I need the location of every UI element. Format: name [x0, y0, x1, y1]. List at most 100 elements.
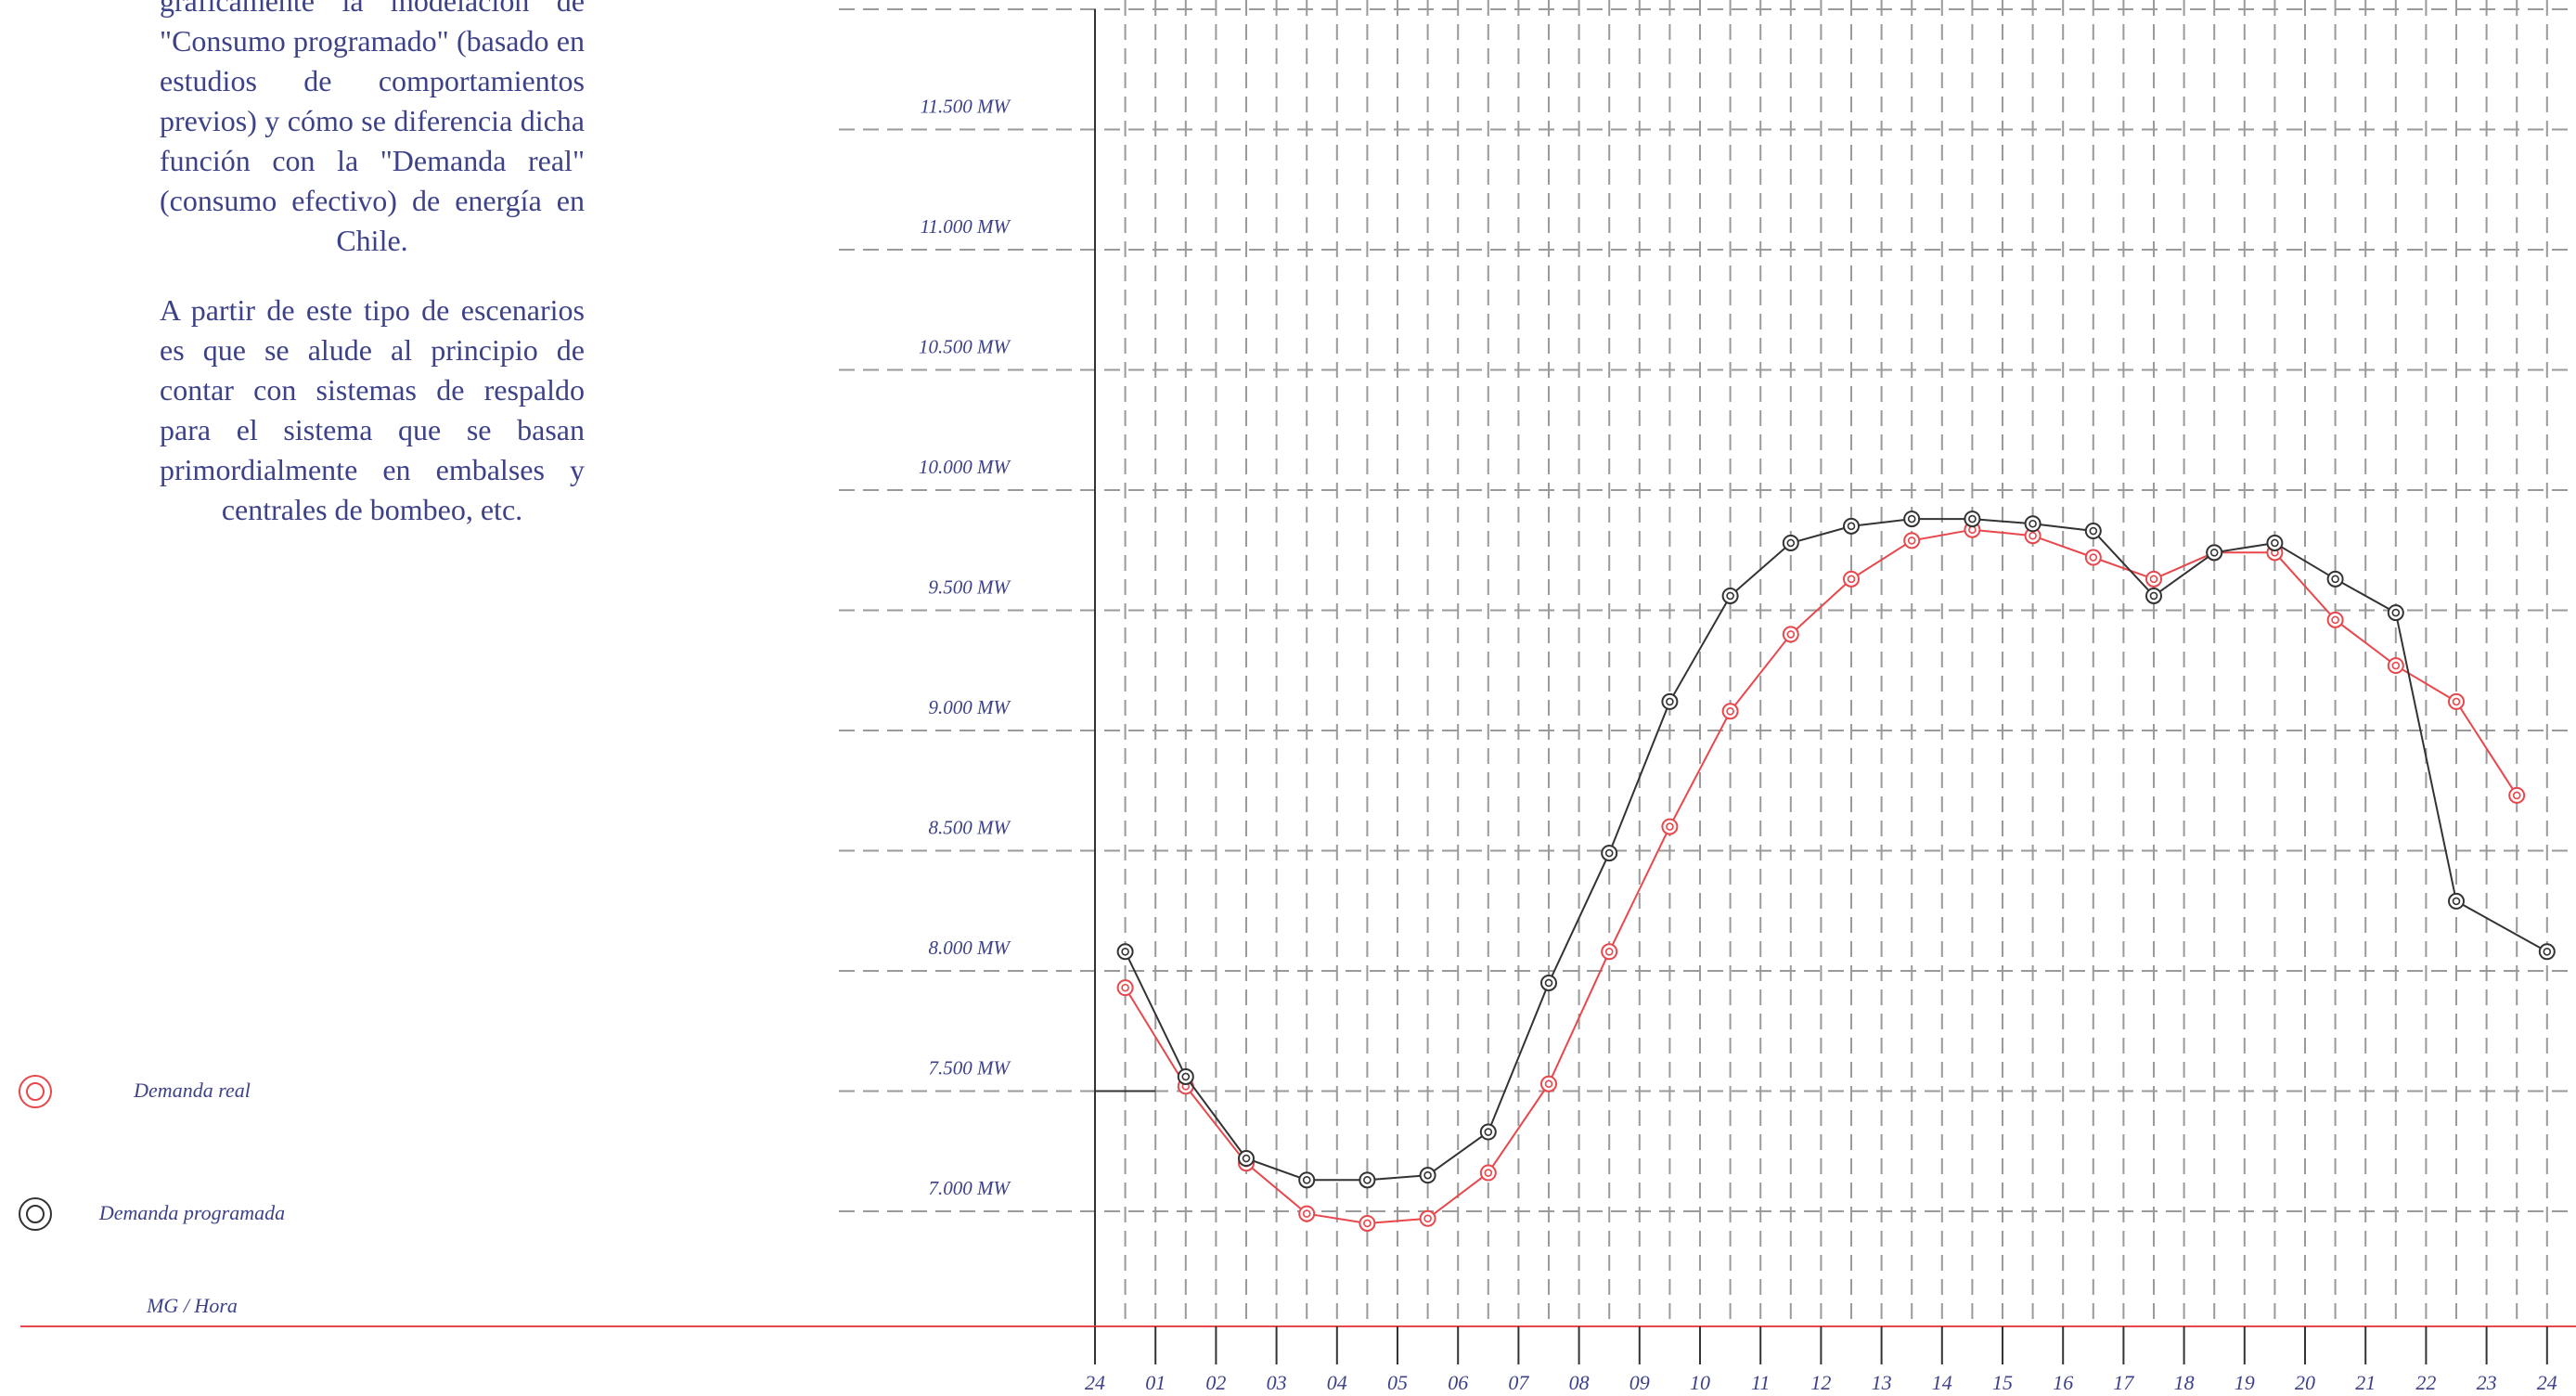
chart-grid [839, 0, 2576, 1326]
data-point-inner-demanda-real [1484, 1169, 1493, 1177]
data-point-demanda-real [2387, 657, 2404, 675]
data-point-inner-demanda-programada [1726, 591, 1734, 601]
data-point-demanda-programada [1601, 845, 1618, 862]
x-tick-label: 19 [2235, 1371, 2255, 1394]
intro-text: gráficamente la modelación de "Consumo p… [160, 0, 585, 560]
x-tick-label: 24 [1085, 1371, 1105, 1394]
legend-real-marker [19, 1075, 52, 1108]
y-tick-label: 11.500 MW [921, 96, 1012, 118]
data-point-demanda-real [2084, 549, 2102, 566]
x-tick-labels: 24 01 02 03 04 05 06 07 08 09 10 11 12 13 14 15 16 17 18 19… [1085, 1371, 2557, 1394]
data-point-inner-demanda-real [1121, 983, 1129, 992]
data-point-demanda-real [2145, 570, 2162, 588]
data-point-inner-demanda-real [2391, 661, 2401, 670]
x-tick-label: 08 [1569, 1371, 1590, 1394]
data-point-inner-demanda-programada [1302, 1176, 1311, 1184]
x-tick-label: 20 [2295, 1371, 2315, 1394]
data-point-demanda-programada [2084, 523, 2102, 540]
data-point-inner-demanda-real [1604, 947, 1614, 956]
data-point-inner-demanda-programada [1907, 514, 1916, 524]
data-point-inner-demanda-programada [2271, 538, 2279, 548]
x-tick-label: 01 [1145, 1371, 1166, 1394]
data-point-demanda-programada [2024, 515, 2041, 533]
x-axis-units-label: MG / Hora [146, 1294, 238, 1317]
x-tick-label: 07 [1508, 1371, 1529, 1394]
x-tick-label: 09 [1629, 1371, 1650, 1394]
x-tick-label: 02 [1205, 1371, 1226, 1394]
y-tick-label: 11.000 MW [921, 215, 1012, 238]
chart-legend: Demanda real Demanda programada MG / Hor… [19, 1075, 285, 1317]
data-point-inner-demanda-real [1907, 536, 1916, 545]
y-tick-label: 10.000 MW [919, 456, 1011, 478]
data-point-inner-demanda-programada [1363, 1176, 1372, 1184]
data-point-inner-demanda-programada [1604, 848, 1614, 858]
legend-real-marker-inner [26, 1082, 45, 1101]
data-point-demanda-programada [1177, 1067, 1194, 1085]
data-point-demanda-real [1298, 1205, 1316, 1222]
x-tick-label: 23 [2477, 1371, 2497, 1394]
data-point-inner-demanda-programada [1121, 947, 1129, 956]
data-point-demanda-real [2326, 611, 2344, 628]
data-point-inner-demanda-programada [2149, 591, 2158, 601]
data-point-inner-demanda-programada [1181, 1072, 1191, 1081]
data-point-demanda-real [1843, 570, 1860, 588]
legend-real-label: Demanda real [133, 1079, 251, 1102]
data-point-demanda-programada [1540, 974, 1557, 991]
intro-paragraph-1: gráficamente la modelación de "Consumo p… [160, 0, 585, 257]
x-tick-label: 21 [2355, 1371, 2376, 1394]
data-point-inner-demanda-programada [1544, 978, 1553, 988]
intro-paragraph-2: A partir de este tipo de escenarios es q… [160, 293, 585, 526]
data-point-demanda-programada [1782, 534, 1799, 551]
x-tick-label: 05 [1387, 1371, 1408, 1394]
data-point-inner-demanda-programada [1484, 1128, 1493, 1136]
x-tick-label: 11 [1751, 1371, 1770, 1394]
data-point-demanda-real [2448, 692, 2465, 710]
data-point-inner-demanda-real [1544, 1079, 1553, 1089]
data-point-inner-demanda-real [2089, 553, 2098, 562]
x-tick-label: 13 [1872, 1371, 1892, 1394]
data-point-inner-demanda-programada [1242, 1154, 1251, 1163]
y-tick-label: 7.500 MW [929, 1057, 1012, 1079]
data-point-inner-demanda-real [2149, 575, 2158, 584]
data-point-demanda-programada [1843, 517, 1860, 535]
data-point-demanda-programada [1661, 692, 1679, 710]
data-point-inner-demanda-real [2452, 697, 2461, 706]
data-point-inner-demanda-programada [1786, 538, 1796, 548]
data-point-inner-demanda-real [2331, 615, 2339, 625]
x-tick-label: 10 [1690, 1371, 1710, 1394]
y-tick-label: 8.000 MW [929, 937, 1012, 959]
data-point-inner-demanda-real [1302, 1209, 1311, 1218]
data-point-demanda-real [1116, 979, 1134, 997]
x-tick-label: 03 [1267, 1371, 1287, 1394]
y-tick-label: 8.500 MW [929, 817, 1012, 839]
data-point-demanda-programada [1721, 587, 1739, 604]
series-line-demanda-programada [1124, 518, 2548, 1182]
x-tick-label: 12 [1810, 1371, 1831, 1394]
data-point-inner-demanda-real [1666, 822, 1674, 831]
data-point-demanda-real [1601, 943, 1618, 961]
x-tick-label: 18 [2174, 1371, 2195, 1394]
data-point-inner-demanda-programada [2543, 947, 2552, 956]
x-tick-label: 15 [1992, 1371, 2013, 1394]
x-tick-label: 22 [2415, 1371, 2436, 1394]
data-point-demanda-real [1721, 703, 1739, 720]
data-point-inner-demanda-real [2512, 791, 2521, 800]
data-point-inner-demanda-programada [1666, 697, 1674, 706]
legend-programmed-label: Demanda programada [98, 1201, 285, 1224]
y-tick-label: 9.500 MW [929, 576, 1012, 599]
data-point-demanda-programada [2538, 943, 2556, 961]
data-point-inner-demanda-programada [2089, 526, 2098, 536]
x-tick-label: 14 [1932, 1371, 1952, 1394]
data-point-demanda-programada [1298, 1171, 1316, 1189]
data-point-demanda-real [1419, 1209, 1436, 1227]
data-point-demanda-programada [2145, 587, 2162, 604]
data-point-inner-demanda-real [1847, 575, 1856, 584]
series-line-demanda-real [1124, 528, 2518, 1225]
data-point-demanda-programada [1903, 511, 1921, 528]
data-point-demanda-real [1661, 818, 1679, 835]
data-point-demanda-programada [2448, 892, 2465, 910]
y-tick-label: 7.000 MW [929, 1177, 1012, 1199]
data-point-demanda-programada [2206, 544, 2223, 562]
data-point-demanda-programada [1479, 1123, 1497, 1141]
data-point-inner-demanda-real [2029, 531, 2037, 540]
